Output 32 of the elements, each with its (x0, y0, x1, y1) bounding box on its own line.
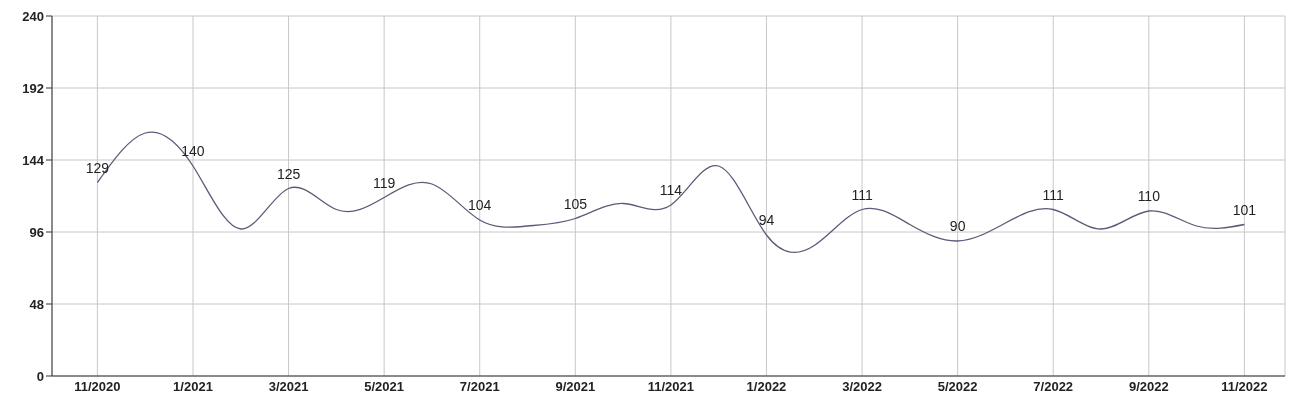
data-label: 104 (468, 197, 492, 213)
y-tick-label: 240 (22, 8, 44, 24)
y-tick-label: 96 (29, 224, 44, 240)
y-tick-label: 144 (22, 152, 45, 168)
y-tick-label: 48 (29, 296, 44, 312)
data-label: 101 (1232, 201, 1257, 218)
data-label: 125 (276, 165, 301, 182)
data-label: 90 (949, 218, 966, 234)
data-label: 111 (851, 186, 873, 203)
x-tick-label: 11/2021 (647, 379, 695, 395)
data-label: 129 (85, 159, 110, 176)
data-label: 111 (1042, 186, 1065, 203)
y-tick-label: 192 (22, 80, 44, 96)
x-tick-label: 3/2021 (268, 379, 309, 395)
data-label: 114 (659, 182, 683, 198)
data-label: 105 (563, 195, 588, 212)
y-tick-label: 0 (36, 368, 44, 384)
x-tick-label: 3/2022 (842, 379, 882, 395)
x-tick-label: 7/2022 (1033, 379, 1074, 395)
data-label: 140 (181, 143, 205, 159)
x-tick-label: 1/2021 (173, 379, 213, 395)
data-label: 94 (758, 212, 775, 228)
x-tick-label: 9/2022 (1128, 379, 1169, 395)
x-tick-label: 5/2022 (937, 379, 978, 395)
data-label: 110 (1137, 188, 1161, 204)
x-tick-label: 11/2020 (74, 379, 121, 395)
x-tick-label: 5/2021 (364, 379, 405, 395)
x-tick-label: 1/2022 (746, 379, 787, 395)
x-tick-label: 11/2022 (1221, 379, 1268, 395)
data-label: 119 (372, 174, 396, 191)
x-tick-label: 9/2021 (555, 379, 596, 395)
x-tick-label: 7/2021 (459, 379, 500, 395)
